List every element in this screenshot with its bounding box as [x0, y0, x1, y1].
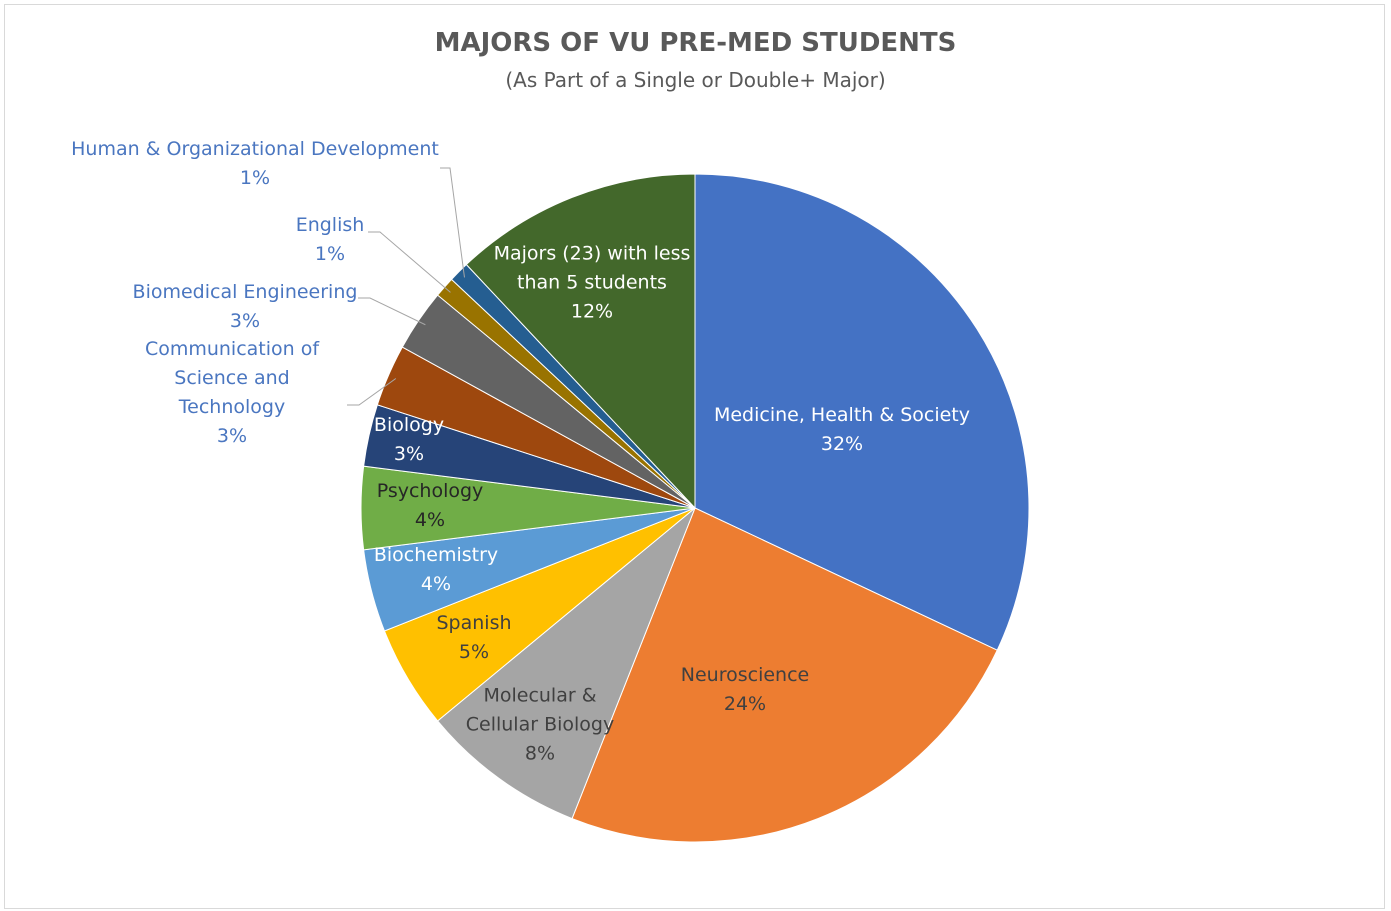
data-label: Molecular & Cellular Biology 8% — [458, 682, 623, 769]
value-label: 1% — [239, 167, 271, 189]
leader-line — [347, 378, 397, 406]
value-label: 24% — [723, 693, 767, 715]
pie-slice — [465, 173, 696, 510]
data-label: Biochemistry 4% — [361, 541, 511, 599]
data-label: Biology 3% — [359, 411, 459, 469]
data-label: Biomedical Engineering 3% — [115, 278, 375, 336]
leader-line — [440, 167, 465, 278]
leader-line — [368, 231, 451, 293]
value-label: 3% — [216, 425, 248, 447]
category-label: Spanish — [436, 612, 512, 634]
value-label: 12% — [570, 300, 614, 323]
data-label: Majors (23) with less than 5 students 12% — [490, 240, 695, 327]
category-label: Neuroscience — [680, 664, 810, 686]
data-label: Psychology 4% — [355, 477, 505, 535]
category-label: Biochemistry — [373, 544, 499, 566]
category-label: Biology — [373, 414, 445, 436]
value-label: 3% — [393, 443, 425, 465]
data-label: Neuroscience 24% — [645, 661, 845, 719]
category-label: Communication of Science and Technology — [144, 338, 320, 418]
value-label: 1% — [314, 243, 346, 265]
data-label: English 1% — [270, 211, 390, 269]
value-label: 3% — [229, 310, 261, 332]
data-label: Medicine, Health & Society 32% — [682, 401, 1002, 459]
data-label: Spanish 5% — [414, 609, 534, 667]
category-label: Biomedical Engineering — [132, 281, 358, 303]
category-label: Medicine, Health & Society — [713, 404, 971, 426]
value-label: 4% — [420, 573, 452, 595]
pie-slice — [436, 507, 696, 820]
value-label: 32% — [820, 433, 864, 455]
value-label: 8% — [524, 742, 556, 765]
data-label: Communication of Science and Technology 3… — [121, 335, 343, 451]
chart-frame — [4, 4, 1385, 909]
pie-slice — [571, 507, 998, 843]
category-label: Majors (23) with less than 5 students — [493, 242, 691, 294]
value-label: 5% — [458, 641, 490, 663]
category-label: Human & Organizational Development — [71, 138, 439, 160]
category-label: English — [295, 214, 365, 236]
data-label: Human & Organizational Development 1% — [55, 135, 455, 193]
value-label: 4% — [414, 509, 446, 531]
pie-slice — [694, 173, 1030, 651]
category-label: Molecular & Cellular Biology — [465, 684, 615, 736]
category-label: Psychology — [376, 480, 484, 502]
leader-line — [358, 297, 426, 326]
chart-subtitle: (As Part of a Single or Double+ Major) — [505, 68, 886, 92]
chart-title: MAJORS OF VU PRE-MED STUDENTS — [434, 28, 957, 58]
